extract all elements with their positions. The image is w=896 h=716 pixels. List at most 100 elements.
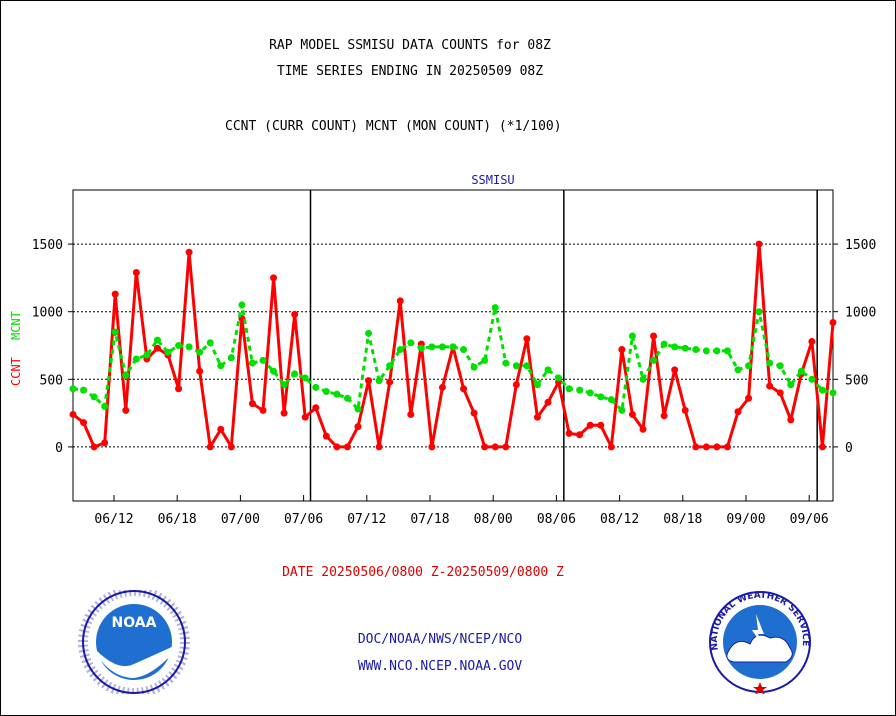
x-tick-label: 08/12 [600,512,639,527]
data-point-mcnt [681,344,689,352]
data-point-ccnt [386,378,394,386]
data-point-ccnt [607,443,615,451]
data-point-ccnt [671,366,679,374]
data-point-mcnt [776,362,784,370]
data-point-mcnt [449,343,457,351]
data-point-ccnt [111,290,119,298]
data-point-mcnt [460,346,468,354]
nws-logo: NATIONAL WEATHER SERVICE [709,591,811,694]
data-point-ccnt [101,439,109,447]
data-point-ccnt [502,443,510,451]
data-point-ccnt [248,400,256,408]
data-point-mcnt [597,393,605,401]
data-point-ccnt [533,413,541,421]
data-point-mcnt [428,343,436,351]
data-point-mcnt [217,362,225,370]
data-point-ccnt [713,443,721,451]
data-point-ccnt [576,431,584,439]
data-point-mcnt [417,344,425,352]
data-point-mcnt [365,329,373,337]
data-point-mcnt [132,355,140,363]
data-point-ccnt [438,383,446,391]
x-tick-label: 06/12 [94,512,133,527]
data-point-mcnt [533,381,541,389]
data-point-mcnt [153,336,161,344]
data-point-mcnt [512,362,520,370]
data-point-mcnt [734,366,742,374]
data-point-mcnt [586,389,594,397]
data-point-mcnt [238,301,246,309]
data-point-mcnt [396,346,404,354]
subtitle: CCNT (CURR COUNT) MCNT (MON COUNT) (*1/1… [225,119,562,134]
data-point-ccnt [375,443,383,451]
y-tick-label-left: 0 [55,441,63,456]
data-point-ccnt [122,406,130,414]
y-tick-label-right: 1000 [845,306,876,321]
y-tick-label-left: 500 [40,373,63,388]
x-tick-label: 08/06 [537,512,576,527]
data-point-mcnt [101,402,109,410]
data-point-ccnt [322,432,330,440]
data-point-ccnt [291,310,299,318]
x-tick-label: 08/00 [474,512,513,527]
x-tick-label: 07/06 [284,512,323,527]
data-point-ccnt [787,416,795,424]
data-point-mcnt [90,393,98,401]
data-point-mcnt [175,342,183,349]
data-point-mcnt [407,339,415,347]
data-point-ccnt [702,443,710,451]
data-point-mcnt [301,374,309,382]
data-point-ccnt [523,335,531,343]
data-point-mcnt [80,386,88,394]
noaa-logo-text: NOAA [112,615,157,631]
data-point-mcnt [280,381,288,389]
data-point-mcnt [291,370,299,378]
data-point-ccnt [766,382,774,390]
data-point-mcnt [122,371,130,379]
data-point-ccnt [481,443,489,451]
data-point-mcnt [164,348,172,356]
data-point-ccnt [723,443,731,451]
data-point-ccnt [745,394,753,402]
data-point-mcnt [111,328,119,336]
data-point-mcnt [206,339,214,347]
data-point-mcnt [312,383,320,391]
data-point-ccnt [586,421,594,429]
data-point-mcnt [354,405,362,413]
x-tick-label: 06/18 [158,512,197,527]
data-point-ccnt [618,346,626,354]
data-point-mcnt [797,367,805,375]
data-point-mcnt [470,363,478,371]
data-point-ccnt [185,248,193,256]
data-point-mcnt [386,362,394,370]
data-point-ccnt [660,412,668,420]
data-point-mcnt [185,343,193,351]
data-point-mcnt [692,346,700,354]
data-point-ccnt [206,443,214,451]
data-point-mcnt [333,390,341,398]
x-tick-label: 07/00 [221,512,260,527]
y-tick-label-right: 0 [845,441,853,456]
title-line-1: RAP MODEL SSMISU DATA COUNTS for 08Z [269,38,551,53]
data-point-mcnt [650,356,658,364]
data-point-mcnt [628,332,636,340]
data-point-ccnt [90,443,98,451]
link-nco-website[interactable]: WWW.NCO.NCEP.NOAA.GOV [357,659,523,674]
data-point-mcnt [671,343,679,351]
data-point-ccnt [196,367,204,375]
data-point-mcnt [523,362,531,370]
data-point-mcnt [259,356,267,364]
link-doc-noaa[interactable]: DOC/NOAA/NWS/NCEP/NCO [357,632,523,647]
data-point-ccnt [650,332,658,340]
data-point-mcnt [196,348,204,356]
data-point-ccnt [301,413,309,421]
data-point-mcnt [618,406,626,414]
title-line-2: TIME SERIES ENDING IN 20250509 08Z [276,64,544,79]
y-tick-label-right: 500 [845,373,868,388]
data-point-mcnt [69,385,77,393]
chart-title: SSMISU [471,173,514,187]
data-point-ccnt [407,410,415,418]
data-point-ccnt [776,389,784,397]
data-point-ccnt [132,268,140,276]
data-point-ccnt [692,443,700,451]
